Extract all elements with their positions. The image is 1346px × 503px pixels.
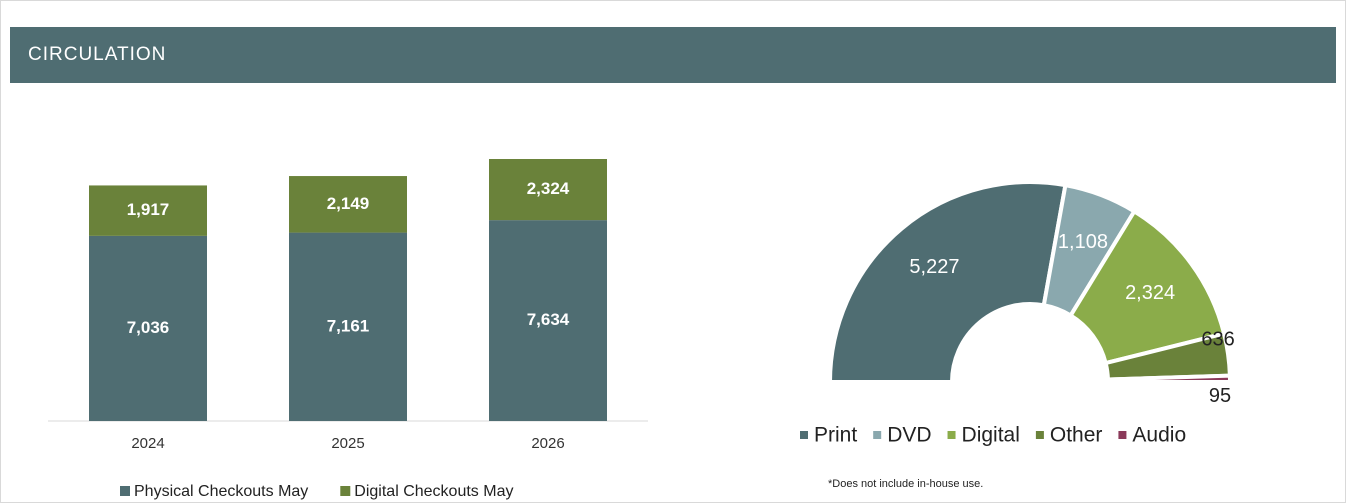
- pie-slice: [1067, 208, 1227, 366]
- legend-swatch: [947, 431, 956, 439]
- data-label: 95: [1209, 385, 1231, 407]
- legend-label: DVD: [887, 424, 931, 447]
- data-label: 7,161: [327, 316, 370, 335]
- x-tick-label: 2026: [531, 435, 564, 452]
- legend-swatch: [120, 486, 130, 496]
- legend-swatch: [340, 486, 351, 496]
- x-tick-label: 2024: [131, 435, 164, 452]
- legend-label: Audio: [1132, 424, 1186, 447]
- legend-label: Digital: [962, 424, 1020, 447]
- pie-slice: [1105, 373, 1233, 384]
- data-label: 5,227: [909, 256, 959, 278]
- data-label: 1,917: [127, 200, 170, 219]
- footnote: *Does not include in-house use.: [828, 478, 983, 490]
- bar-segment: [89, 235, 207, 421]
- bar-segment: [289, 232, 407, 421]
- legend-label: Print: [814, 424, 857, 447]
- bar-segment: [289, 176, 407, 233]
- data-label: 2,324: [527, 179, 570, 198]
- legend-swatch: [1035, 431, 1044, 439]
- header-bar: [10, 27, 1336, 83]
- data-label: 636: [1201, 329, 1234, 351]
- data-label: 7,634: [527, 310, 570, 329]
- x-tick-label: 2025: [331, 435, 364, 452]
- legend-label: Other: [1050, 424, 1103, 447]
- legend-label: Physical Checkouts May: [134, 483, 308, 500]
- data-label: 7,036: [127, 318, 170, 337]
- pie-slice: [827, 180, 1068, 384]
- data-label: 2,149: [327, 194, 370, 213]
- bar-segment: [489, 220, 607, 421]
- legend-swatch: [800, 431, 808, 439]
- data-label: 1,108: [1058, 231, 1108, 253]
- legend-label: Digital Checkouts May: [354, 483, 513, 500]
- legend-swatch: [1118, 431, 1127, 439]
- header-title: CIRCULATION: [28, 44, 166, 65]
- bar-segment: [489, 159, 607, 221]
- bar-segment: [89, 185, 207, 236]
- legend-swatch: [873, 431, 882, 439]
- data-label: 2,324: [1125, 282, 1175, 304]
